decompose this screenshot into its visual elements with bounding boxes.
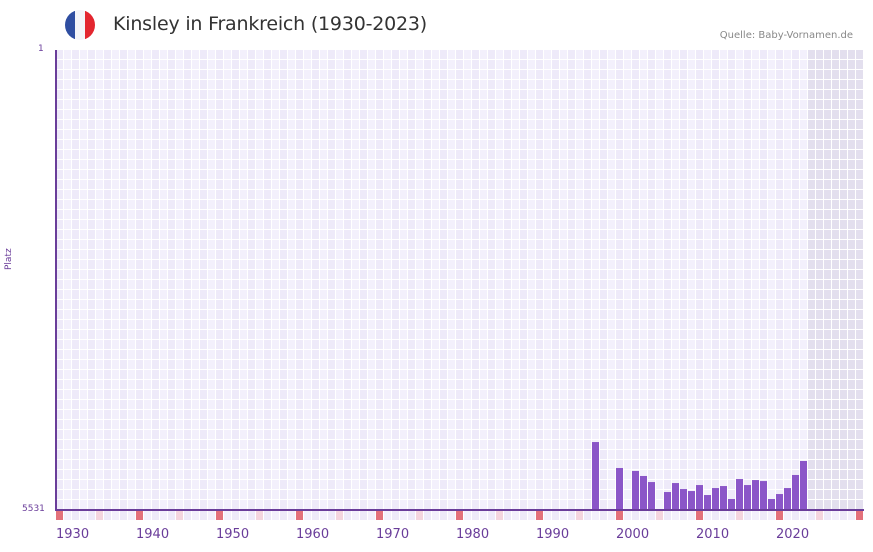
x-tick-2020: 2020 — [776, 527, 810, 542]
bar-2013[interactable] — [720, 486, 727, 510]
bar-2008[interactable] — [680, 489, 687, 510]
x-tick-2000: 2000 — [616, 527, 650, 542]
x-tick-1980: 1980 — [456, 527, 490, 542]
bar-2006[interactable] — [664, 492, 671, 510]
chart-grid — [56, 50, 863, 510]
flag-stripe-white — [75, 10, 85, 40]
chart-title: Kinsley in Frankreich (1930-2023) — [113, 13, 428, 35]
bar-2002[interactable] — [632, 470, 639, 510]
bar-2020[interactable] — [776, 494, 783, 510]
bar-2019[interactable] — [768, 499, 775, 510]
x-tick-2010: 2010 — [696, 527, 730, 542]
plot-area — [56, 50, 864, 510]
bar-2016[interactable] — [744, 485, 751, 510]
y-axis-title: Platz — [4, 248, 14, 270]
bar-2009[interactable] — [688, 491, 695, 510]
bar-2011[interactable] — [704, 495, 711, 510]
bar-2010[interactable] — [696, 485, 703, 510]
x-tick-1970: 1970 — [376, 527, 410, 542]
x-axis-line — [56, 509, 864, 511]
bar-2004[interactable] — [648, 482, 655, 510]
x-tick-1930: 1930 — [56, 527, 90, 542]
bar-2021[interactable] — [784, 488, 791, 510]
bar-2012[interactable] — [712, 488, 719, 510]
y-axis-line — [55, 50, 57, 511]
x-tick-1950: 1950 — [216, 527, 250, 542]
bar-2018[interactable] — [760, 481, 767, 510]
bar-2007[interactable] — [672, 483, 679, 510]
flag-stripe-red — [85, 10, 95, 40]
year-markers — [56, 511, 863, 520]
y-tick-bottom: 5531 — [22, 504, 45, 514]
x-tick-1960: 1960 — [296, 527, 330, 542]
source-link[interactable]: Quelle: Baby-Vornamen.de — [719, 30, 853, 41]
bar-2023[interactable] — [800, 461, 807, 510]
x-tick-1990: 1990 — [536, 527, 570, 542]
x-axis-ticks: 1930 1940 1950 1960 1970 1980 1990 2000 2010 2020 — [56, 527, 864, 547]
france-flag-icon — [65, 10, 95, 40]
y-tick-top: 1 — [38, 44, 44, 54]
x-tick-1940: 1940 — [136, 527, 170, 542]
bar-2000[interactable] — [616, 467, 623, 510]
bar-2017[interactable] — [752, 480, 759, 510]
bar-1997[interactable] — [592, 442, 599, 510]
bar-2014[interactable] — [728, 499, 735, 510]
bar-2003[interactable] — [640, 475, 647, 510]
flag-stripe-blue — [65, 10, 75, 40]
bar-2015[interactable] — [736, 479, 743, 510]
bar-2022[interactable] — [792, 474, 799, 510]
